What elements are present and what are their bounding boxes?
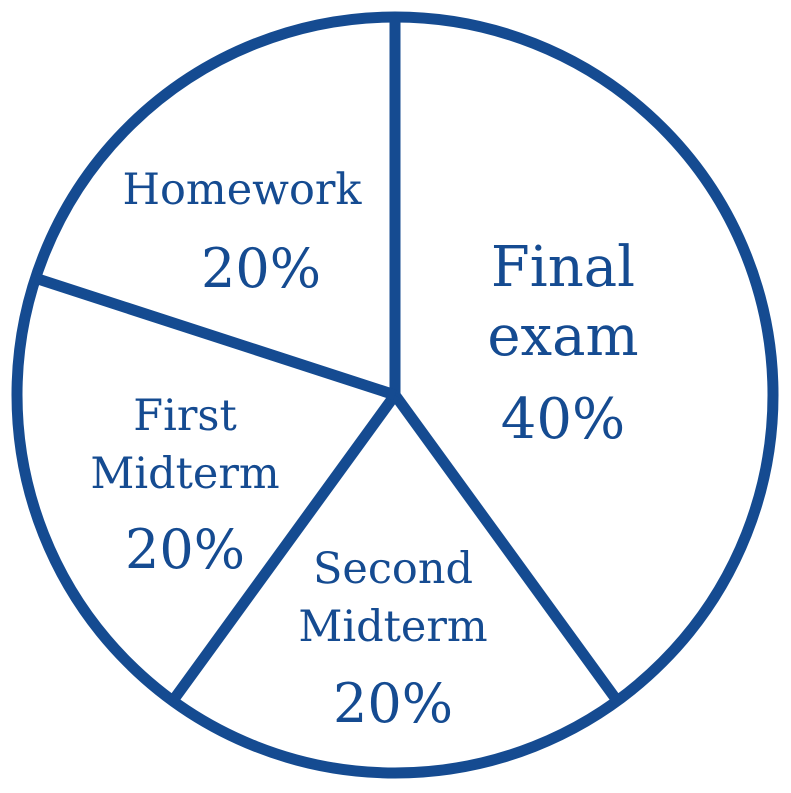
slice-label-first-midterm: Midterm <box>90 449 279 499</box>
slice-first-midterm: First Midterm 20% <box>90 391 279 581</box>
slice-label-final: Final <box>491 235 635 300</box>
slice-final-exam: Final exam 40% <box>487 235 638 452</box>
slice-divider-3 <box>33 272 397 401</box>
slice-label-exam: exam <box>487 304 638 369</box>
slice-label-homework: Homework <box>123 165 363 215</box>
slice-label-second: Second <box>313 544 473 594</box>
slice-dividers <box>33 17 622 705</box>
slice-homework: Homework 20% <box>123 165 363 300</box>
slice-percent-homework: 20% <box>201 237 321 300</box>
slice-second-midterm: Second Midterm 20% <box>298 544 487 735</box>
slice-percent-first-midterm: 20% <box>125 518 245 581</box>
slice-percent-second-midterm: 20% <box>333 672 453 735</box>
slice-percent-final-exam: 40% <box>501 387 625 452</box>
slice-divider-1 <box>390 391 622 705</box>
slice-divider-2 <box>168 391 400 705</box>
slice-label-first: First <box>133 391 237 441</box>
slice-label-second-midterm: Midterm <box>298 602 487 652</box>
